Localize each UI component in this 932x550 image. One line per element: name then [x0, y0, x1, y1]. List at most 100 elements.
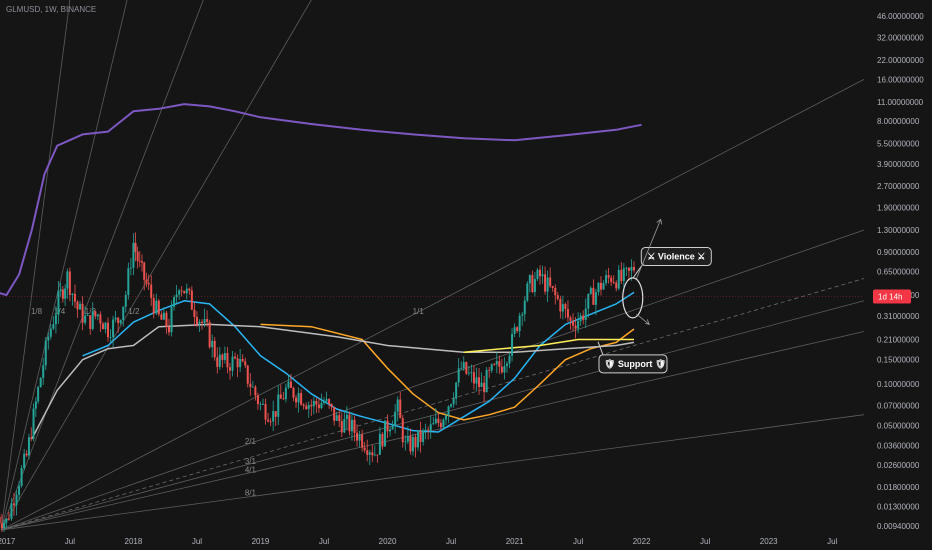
- candle-body-88: [213, 340, 216, 358]
- candle-body-244: [610, 277, 613, 283]
- current-price-badge: [873, 289, 911, 304]
- candle-body-246: [615, 282, 618, 289]
- candle-body-59: [140, 261, 143, 263]
- candle-body-4: [5, 518, 8, 523]
- candle-body-61: [145, 279, 148, 284]
- price-tick-12: 0.65000000: [877, 268, 920, 277]
- candle-body-90: [218, 354, 221, 367]
- gann-label-2: 1/4: [54, 307, 66, 316]
- candle-body-167: [414, 437, 417, 448]
- candle-body-47: [112, 319, 115, 338]
- candle-body-144: [356, 432, 359, 441]
- time-tick-6: 2020: [379, 537, 397, 546]
- price-tick-0: 46.00000000: [877, 12, 924, 21]
- candle-body-53: [127, 268, 130, 295]
- candle-body-80: [193, 309, 196, 317]
- current-price-label: 1d 14h: [878, 292, 902, 301]
- candle-body-182: [452, 398, 455, 405]
- price-tick-15: 0.21000000: [877, 335, 920, 344]
- candle-body-209: [521, 314, 524, 316]
- down-arrow-line: [636, 313, 650, 325]
- candle-body-121: [297, 393, 300, 403]
- candle-body-214: [533, 279, 536, 292]
- candle-body-19: [42, 365, 45, 378]
- support-callout-text: 🛡 Support 🛡: [604, 359, 666, 369]
- candle-body-54: [129, 267, 132, 269]
- price-axis[interactable]: 46.00000000 32.00000000 22.00000000 16.0000…: [864, 0, 932, 532]
- price-tick-4: 11.00000000: [877, 98, 924, 107]
- candle-body-168: [417, 430, 420, 448]
- candle-body-147: [363, 447, 366, 451]
- candle-body-28: [64, 288, 67, 299]
- candle-body-169: [419, 430, 422, 442]
- candle-body-150: [371, 452, 374, 456]
- candle-body-55: [132, 242, 135, 268]
- candle-body-191: [475, 377, 478, 384]
- candle-body-13: [27, 437, 30, 456]
- symbol-header: GLMUSD, 1W, BINANCE: [6, 5, 96, 14]
- candle-body-23: [52, 324, 55, 329]
- candle-body-65: [155, 300, 158, 314]
- time-tick-2: 2018: [125, 537, 143, 546]
- candle-body-151: [373, 454, 376, 456]
- candle-body-29: [66, 271, 69, 289]
- candle-body-83: [201, 321, 204, 323]
- candle-body-2: [0, 523, 3, 529]
- price-candles: [0, 232, 636, 537]
- gann-label-4: 1/2: [128, 307, 140, 316]
- candle-body-235: [587, 293, 590, 309]
- candle-body-241: [602, 283, 605, 290]
- time-tick-0: 2017: [0, 537, 16, 546]
- ma-orange-line: [260, 323, 635, 421]
- candle-body-67: [160, 314, 163, 320]
- gann-line-7: [1, 300, 865, 531]
- candle-body-192: [478, 377, 481, 388]
- annotations[interactable]: ⚔ Violence ⚔ 🛡 Support 🛡: [597, 218, 712, 374]
- candle-body-187: [465, 362, 468, 374]
- candle-body-110: [269, 421, 272, 423]
- down-arrow-head: [645, 319, 650, 325]
- candle-body-166: [411, 437, 414, 452]
- violence-circle: [622, 277, 644, 319]
- price-tick-10: 1.30000000: [877, 226, 920, 235]
- candle-body-108: [264, 403, 267, 420]
- candle-body-33: [76, 301, 79, 310]
- candle-body-204: [508, 355, 511, 364]
- candle-body-229: [572, 320, 575, 326]
- candle-body-9: [18, 485, 21, 495]
- candle-body-240: [599, 282, 602, 290]
- candle-body-237: [592, 287, 595, 305]
- candle-body-52: [124, 294, 127, 307]
- price-tick-14: 0.31000000: [877, 312, 920, 321]
- gann-line-2: [0, 0, 128, 531]
- candle-body-27: [61, 289, 64, 299]
- time-axis[interactable]: 2017 Jul 2018 Jul 2019 Jul 2020 Jul 2021 Jul 2022 J…: [0, 532, 932, 550]
- candle-body-138: [340, 421, 343, 433]
- gann-fan[interactable]: 1/8 1/4 1/3 1/2 1/1 2/1 3/14/1 8/1: [0, 0, 865, 531]
- candle-body-217: [541, 274, 544, 277]
- candle-body-145: [358, 434, 361, 441]
- candle-body-50: [119, 320, 122, 324]
- candle-body-16: [34, 401, 37, 409]
- candle-body-185: [460, 368, 463, 370]
- candle-body-81: [195, 316, 198, 325]
- candle-body-109: [267, 419, 270, 422]
- candle-body-69: [165, 312, 168, 327]
- candle-body-24: [54, 314, 57, 325]
- candle-body-183: [455, 382, 458, 399]
- candle-body-106: [259, 403, 262, 405]
- candle-body-84: [203, 319, 206, 323]
- candle-body-46: [109, 337, 112, 338]
- candle-body-44: [104, 322, 107, 330]
- candle-body-211: [526, 283, 529, 301]
- candle-body-180: [447, 406, 450, 416]
- candle-body-71: [170, 306, 173, 333]
- candle-body-194: [483, 382, 486, 393]
- price-tick-17: 0.10000000: [877, 380, 920, 389]
- candle-body-216: [539, 269, 541, 277]
- candle-body-68: [162, 312, 165, 320]
- candle-body-8: [15, 494, 18, 506]
- candle-body-220: [549, 277, 552, 287]
- candle-body-74: [178, 290, 181, 295]
